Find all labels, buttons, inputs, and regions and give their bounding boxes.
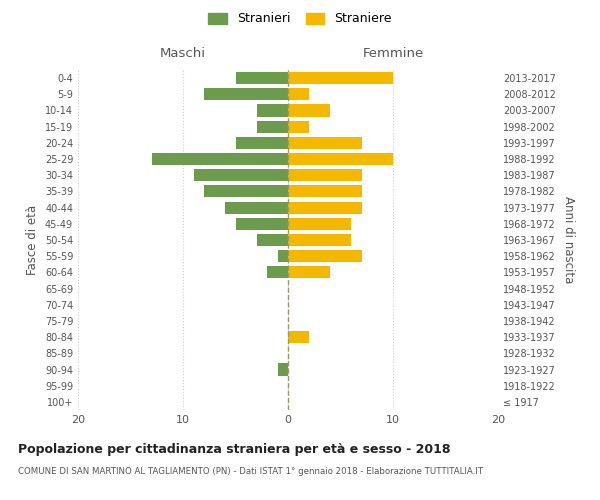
Legend: Stranieri, Straniere: Stranieri, Straniere: [205, 8, 395, 29]
Bar: [267, 266, 288, 278]
Bar: [288, 331, 309, 343]
Bar: [288, 234, 351, 246]
Bar: [288, 137, 361, 149]
Bar: [288, 120, 309, 132]
Bar: [288, 169, 361, 181]
Bar: [288, 218, 351, 230]
Bar: [235, 137, 288, 149]
Bar: [288, 104, 330, 117]
Bar: [288, 186, 361, 198]
Y-axis label: Anni di nascita: Anni di nascita: [562, 196, 575, 284]
Bar: [204, 186, 288, 198]
Bar: [193, 169, 288, 181]
Bar: [277, 364, 288, 376]
Text: Popolazione per cittadinanza straniera per età e sesso - 2018: Popolazione per cittadinanza straniera p…: [18, 442, 451, 456]
Bar: [288, 250, 361, 262]
Bar: [277, 250, 288, 262]
Bar: [288, 266, 330, 278]
Y-axis label: Fasce di età: Fasce di età: [26, 205, 39, 275]
Bar: [235, 218, 288, 230]
Bar: [288, 202, 361, 213]
Bar: [151, 153, 288, 165]
Text: COMUNE DI SAN MARTINO AL TAGLIAMENTO (PN) - Dati ISTAT 1° gennaio 2018 - Elabora: COMUNE DI SAN MARTINO AL TAGLIAMENTO (PN…: [18, 468, 483, 476]
Bar: [204, 88, 288, 101]
Bar: [235, 72, 288, 84]
Bar: [288, 88, 309, 101]
Bar: [288, 72, 393, 84]
Text: Maschi: Maschi: [160, 48, 206, 60]
Bar: [257, 120, 288, 132]
Bar: [288, 153, 393, 165]
Text: Femmine: Femmine: [362, 48, 424, 60]
Bar: [257, 234, 288, 246]
Bar: [225, 202, 288, 213]
Bar: [257, 104, 288, 117]
